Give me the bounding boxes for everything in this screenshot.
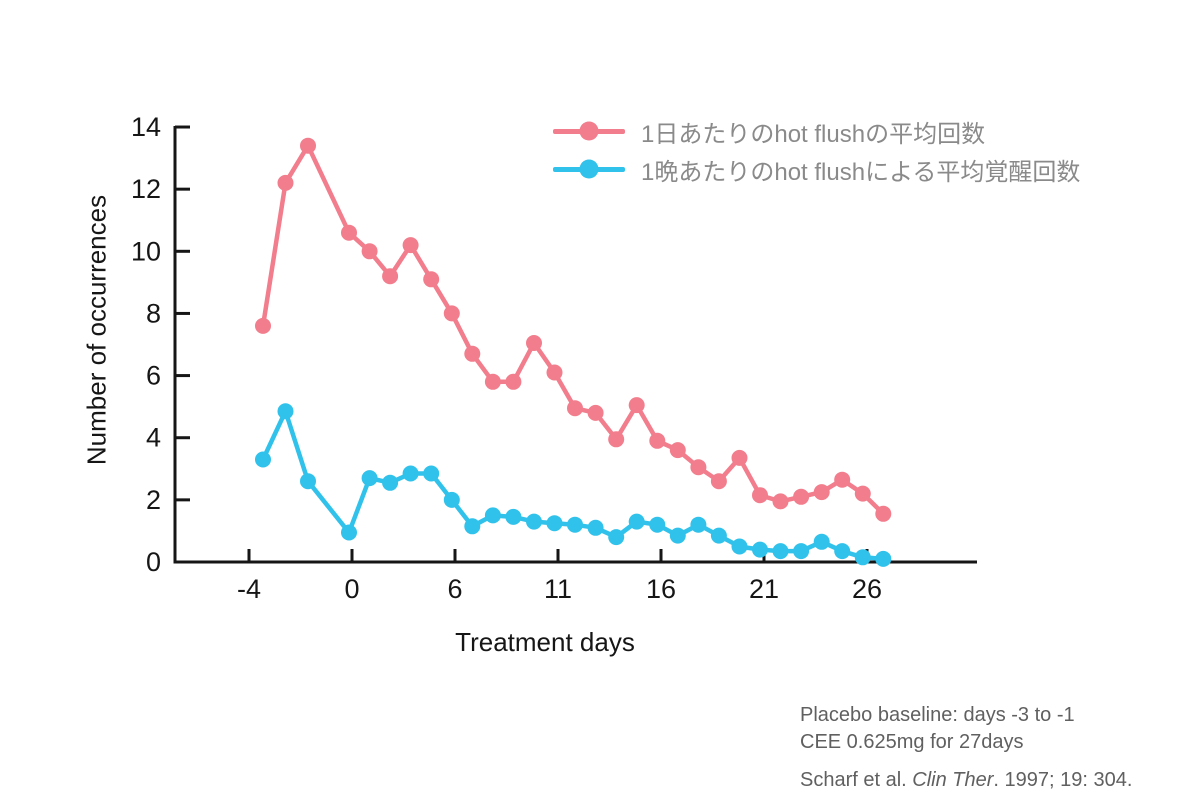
data-point-series-1 [752, 541, 768, 558]
y-tick-label: 12 [131, 174, 161, 204]
data-point-series-0 [793, 488, 810, 505]
y-tick-label: 4 [146, 423, 161, 453]
data-point-series-0 [526, 335, 542, 351]
data-point-series-1 [793, 543, 810, 560]
data-point-series-0 [464, 345, 481, 362]
data-point-series-0 [423, 271, 440, 288]
data-point-series-1 [505, 508, 522, 525]
data-point-series-0 [567, 400, 583, 417]
data-point-series-1 [567, 516, 583, 533]
data-point-series-0 [484, 373, 501, 390]
data-point-series-1 [277, 403, 294, 420]
legend: 1日あたりのhot flushの平均回数 1晩あたりのhot flushによる平… [553, 112, 1080, 188]
data-point-series-1 [628, 513, 645, 530]
data-point-series-1 [710, 527, 727, 544]
data-point-series-0 [875, 505, 892, 522]
data-point-series-0 [608, 431, 625, 448]
data-point-series-1 [854, 549, 871, 566]
data-point-series-1 [361, 470, 378, 487]
data-point-series-1 [875, 550, 892, 567]
reference-authors: Scharf et al. [800, 769, 913, 791]
legend-item-daily-hot-flush: 1日あたりのhot flushの平均回数 [553, 112, 1080, 150]
legend-swatch-cyan [553, 159, 625, 179]
x-tick-label: 26 [852, 574, 882, 604]
data-point-series-0 [587, 404, 604, 421]
y-tick-label: 10 [131, 236, 161, 266]
data-point-series-0 [443, 305, 460, 322]
y-tick-label: 0 [146, 547, 161, 577]
data-point-series-0 [834, 471, 851, 488]
series-line-1 [260, 409, 886, 562]
data-point-series-1 [669, 527, 686, 544]
footnotes: Placebo baseline: days -3 to -1 CEE 0.62… [800, 702, 1132, 794]
data-point-series-0 [710, 473, 727, 490]
data-point-series-1 [772, 543, 789, 560]
data-point-series-1 [341, 524, 357, 541]
data-point-series-0 [854, 485, 871, 502]
data-point-series-0 [382, 268, 399, 285]
data-point-series-0 [277, 174, 294, 191]
x-axis-title: Treatment days [455, 627, 635, 657]
data-point-series-1 [690, 516, 707, 533]
data-point-series-0 [752, 487, 768, 504]
data-point-series-0 [255, 317, 271, 334]
legend-marker-icon [579, 159, 599, 179]
data-point-series-1 [813, 533, 830, 550]
data-point-series-0 [649, 432, 666, 449]
data-point-series-1 [423, 465, 440, 482]
data-point-series-0 [628, 397, 645, 414]
y-tick-label: 6 [146, 361, 161, 391]
data-point-series-1 [546, 515, 563, 532]
note-placebo-baseline: Placebo baseline: days -3 to -1 [800, 704, 1075, 726]
data-point-series-1 [608, 529, 625, 546]
note-cee-dose: CEE 0.625mg for 27days [800, 731, 1024, 753]
data-point-series-1 [484, 507, 501, 524]
data-point-series-1 [402, 465, 419, 482]
y-tick-label: 8 [146, 298, 161, 328]
data-point-series-1 [731, 538, 748, 555]
x-tick-label: 16 [646, 574, 676, 604]
data-point-series-1 [382, 474, 399, 491]
data-point-series-1 [526, 513, 542, 530]
legend-label-daily: 1日あたりのhot flushの平均回数 [641, 120, 986, 148]
reference-citation: Scharf et al. Clin Ther. 1997; 19: 304. [800, 767, 1132, 794]
data-point-series-0 [505, 373, 522, 390]
data-point-series-0 [731, 449, 748, 466]
data-point-series-0 [361, 243, 378, 260]
series-line-0 [260, 143, 886, 517]
data-point-series-1 [255, 451, 271, 468]
data-point-series-1 [443, 491, 460, 508]
axes-line [173, 126, 977, 564]
x-tick-label: 11 [544, 574, 572, 604]
data-point-series-0 [772, 493, 789, 510]
legend-marker-icon [579, 121, 599, 141]
legend-label-night: 1晩あたりのhot flushによる平均覚醒回数 [641, 158, 1081, 186]
data-point-series-0 [300, 137, 316, 154]
data-point-series-1 [834, 543, 851, 560]
data-point-series-0 [669, 442, 686, 459]
y-axis-title: Number of occurrences [81, 194, 112, 466]
legend-item-night-awakenings: 1晩あたりのhot flushによる平均覚醒回数 [553, 150, 1080, 188]
data-point-series-1 [587, 519, 604, 536]
data-point-series-1 [300, 473, 316, 490]
x-tick-label: 0 [344, 574, 359, 604]
data-point-series-1 [649, 516, 666, 533]
data-point-series-0 [341, 224, 357, 241]
data-point-series-0 [690, 459, 707, 476]
x-tick-label: 6 [447, 574, 462, 604]
x-tick-label: 21 [749, 574, 779, 604]
y-tick-label: 14 [131, 112, 161, 142]
data-point-series-0 [546, 364, 563, 381]
y-tick-label: 2 [146, 485, 161, 515]
x-tick-label: -4 [237, 574, 261, 604]
legend-swatch-pink [553, 121, 625, 141]
data-point-series-0 [402, 237, 419, 254]
data-point-series-1 [464, 518, 481, 535]
reference-tail: . 1997; 19: 304. [993, 769, 1133, 791]
data-point-series-0 [813, 484, 830, 501]
reference-journal: Clin Ther [912, 769, 994, 791]
